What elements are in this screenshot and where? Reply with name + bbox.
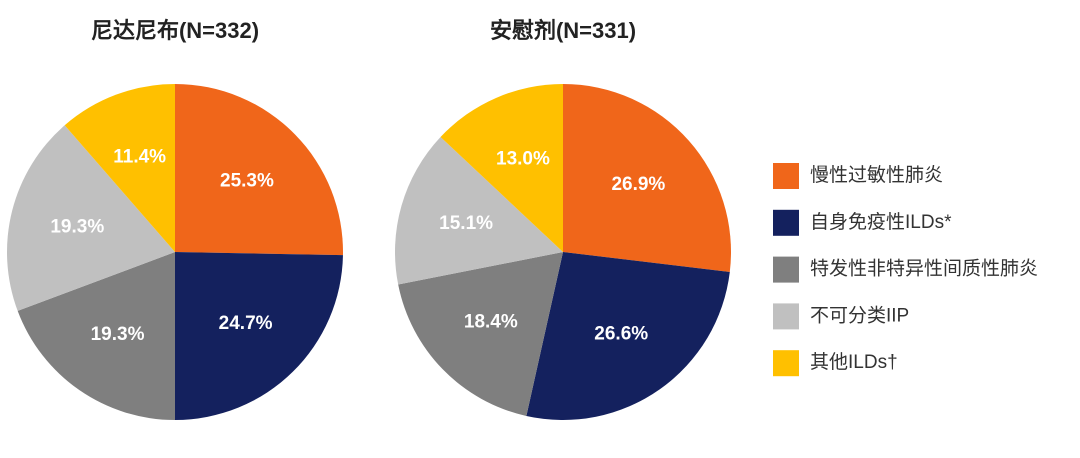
pie-slice [17, 252, 175, 420]
pie-slice [395, 136, 563, 285]
pie-slice [7, 125, 175, 311]
pie-slice [398, 252, 563, 416]
pie-slice [175, 252, 343, 420]
data-label: 11.4% [113, 147, 166, 168]
pie-slice [440, 84, 563, 252]
legend-label: 慢性过敏性肺炎 [810, 164, 943, 186]
legend-swatch [773, 209, 799, 236]
pie-slice [64, 84, 175, 252]
legend-label: 不可分类IIP [810, 304, 909, 326]
data-label: 19.3% [91, 324, 145, 345]
legend-swatch [773, 256, 799, 283]
data-label: 18.4% [464, 311, 518, 332]
chart-title: 尼达尼布(N=332) [91, 18, 259, 43]
legend-swatch [773, 303, 799, 330]
data-label: 19.3% [50, 216, 104, 237]
legend-label: 特发性非特异性间质性肺炎 [810, 258, 1038, 280]
chart-title: 安慰剂(N=331) [490, 18, 636, 43]
pie-slice [526, 252, 730, 420]
data-label: 26.9% [611, 174, 665, 195]
data-label: 24.7% [219, 313, 273, 334]
legend-swatch [773, 350, 799, 377]
legend-swatch [773, 163, 799, 189]
legend-label: 其他ILDs† [810, 351, 898, 373]
pie-slice [175, 84, 343, 256]
legend-label: 自身免疫性ILDs* [810, 211, 952, 233]
pie-slice [563, 84, 731, 273]
data-label: 15.1% [439, 213, 493, 234]
data-label: 25.3% [220, 170, 274, 191]
data-label: 13.0% [496, 149, 550, 170]
data-label: 26.6% [594, 323, 648, 344]
